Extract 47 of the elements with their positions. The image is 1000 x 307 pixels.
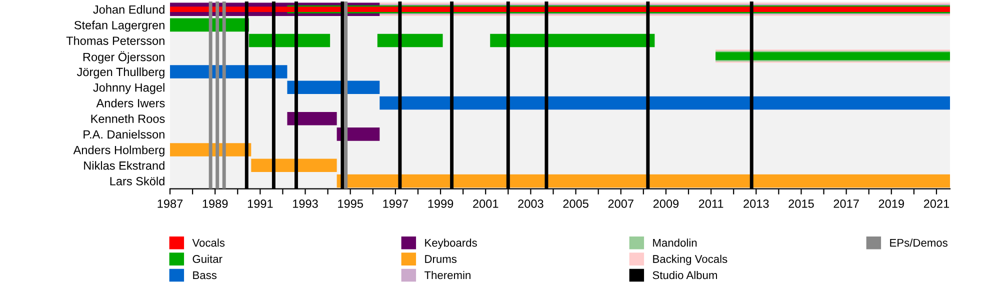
x-tick-label: 2009	[653, 200, 679, 208]
bar	[490, 34, 655, 48]
x-tick-label: 2003	[518, 200, 544, 208]
y-tick-label: Jörgen Thullberg	[76, 67, 164, 78]
legend-label: EPs/Demos	[890, 238, 948, 247]
x-tick-label: 1993	[293, 200, 318, 208]
bar	[336, 174, 950, 188]
x-tick-label: 1991	[248, 200, 273, 208]
y-tick-label: Johan Edlund	[93, 5, 164, 14]
legend-label: Keyboards	[425, 238, 477, 249]
x-tick-label: 2007	[608, 200, 634, 208]
x-tick-label: 1987	[158, 200, 183, 208]
y-tick-label: Thomas Petersson	[66, 36, 164, 45]
y-tick-label: Stefan Lagergren	[74, 20, 164, 32]
x-tick-label: 1997	[383, 200, 408, 208]
legend-label: Mandolin	[653, 238, 697, 247]
x-tick-label: 2015	[788, 200, 814, 208]
bar	[170, 6, 950, 12]
x-tick-label: 1999	[428, 200, 454, 208]
legend-label: Guitar	[192, 254, 222, 263]
y-tick-label: Niklas Ekstrand	[84, 161, 164, 170]
x-tick-label: 2021	[924, 200, 950, 208]
x-tick-label: 2011	[698, 200, 724, 208]
legend-label: Backing Vocals	[653, 254, 728, 266]
x-tick-label: 2001	[473, 200, 498, 208]
y-tick-label: Anders Holmberg	[73, 146, 164, 157]
x-tick-label: 1995	[338, 200, 363, 208]
bar	[287, 112, 337, 126]
x-tick-label: 2019	[878, 200, 904, 208]
x-tick-label: 2017	[834, 200, 859, 208]
legend-label: Drums	[425, 255, 457, 263]
x-tick-label: 2013	[744, 200, 769, 208]
y-tick-label: Roger Öjersson	[83, 51, 164, 64]
y-tick-label: Lars Sköld	[110, 176, 164, 186]
bar	[377, 34, 443, 48]
y-tick-label: Anders Iwers	[96, 98, 165, 108]
x-tick-label: 2005	[563, 200, 588, 208]
y-tick-label: Kenneth Roos	[91, 114, 165, 123]
bar	[251, 158, 337, 172]
legend-label: Studio Album	[652, 270, 717, 280]
y-tick-label: P.A. Danielsson	[84, 130, 164, 139]
x-tick-label: 1989	[202, 200, 228, 208]
legend-label: Bass	[193, 271, 217, 280]
y-tick-label: Johnny Hagel	[93, 83, 164, 94]
legend-label: Theremin	[424, 270, 470, 280]
legend-label: Vocals	[192, 238, 225, 247]
bar	[380, 96, 950, 110]
